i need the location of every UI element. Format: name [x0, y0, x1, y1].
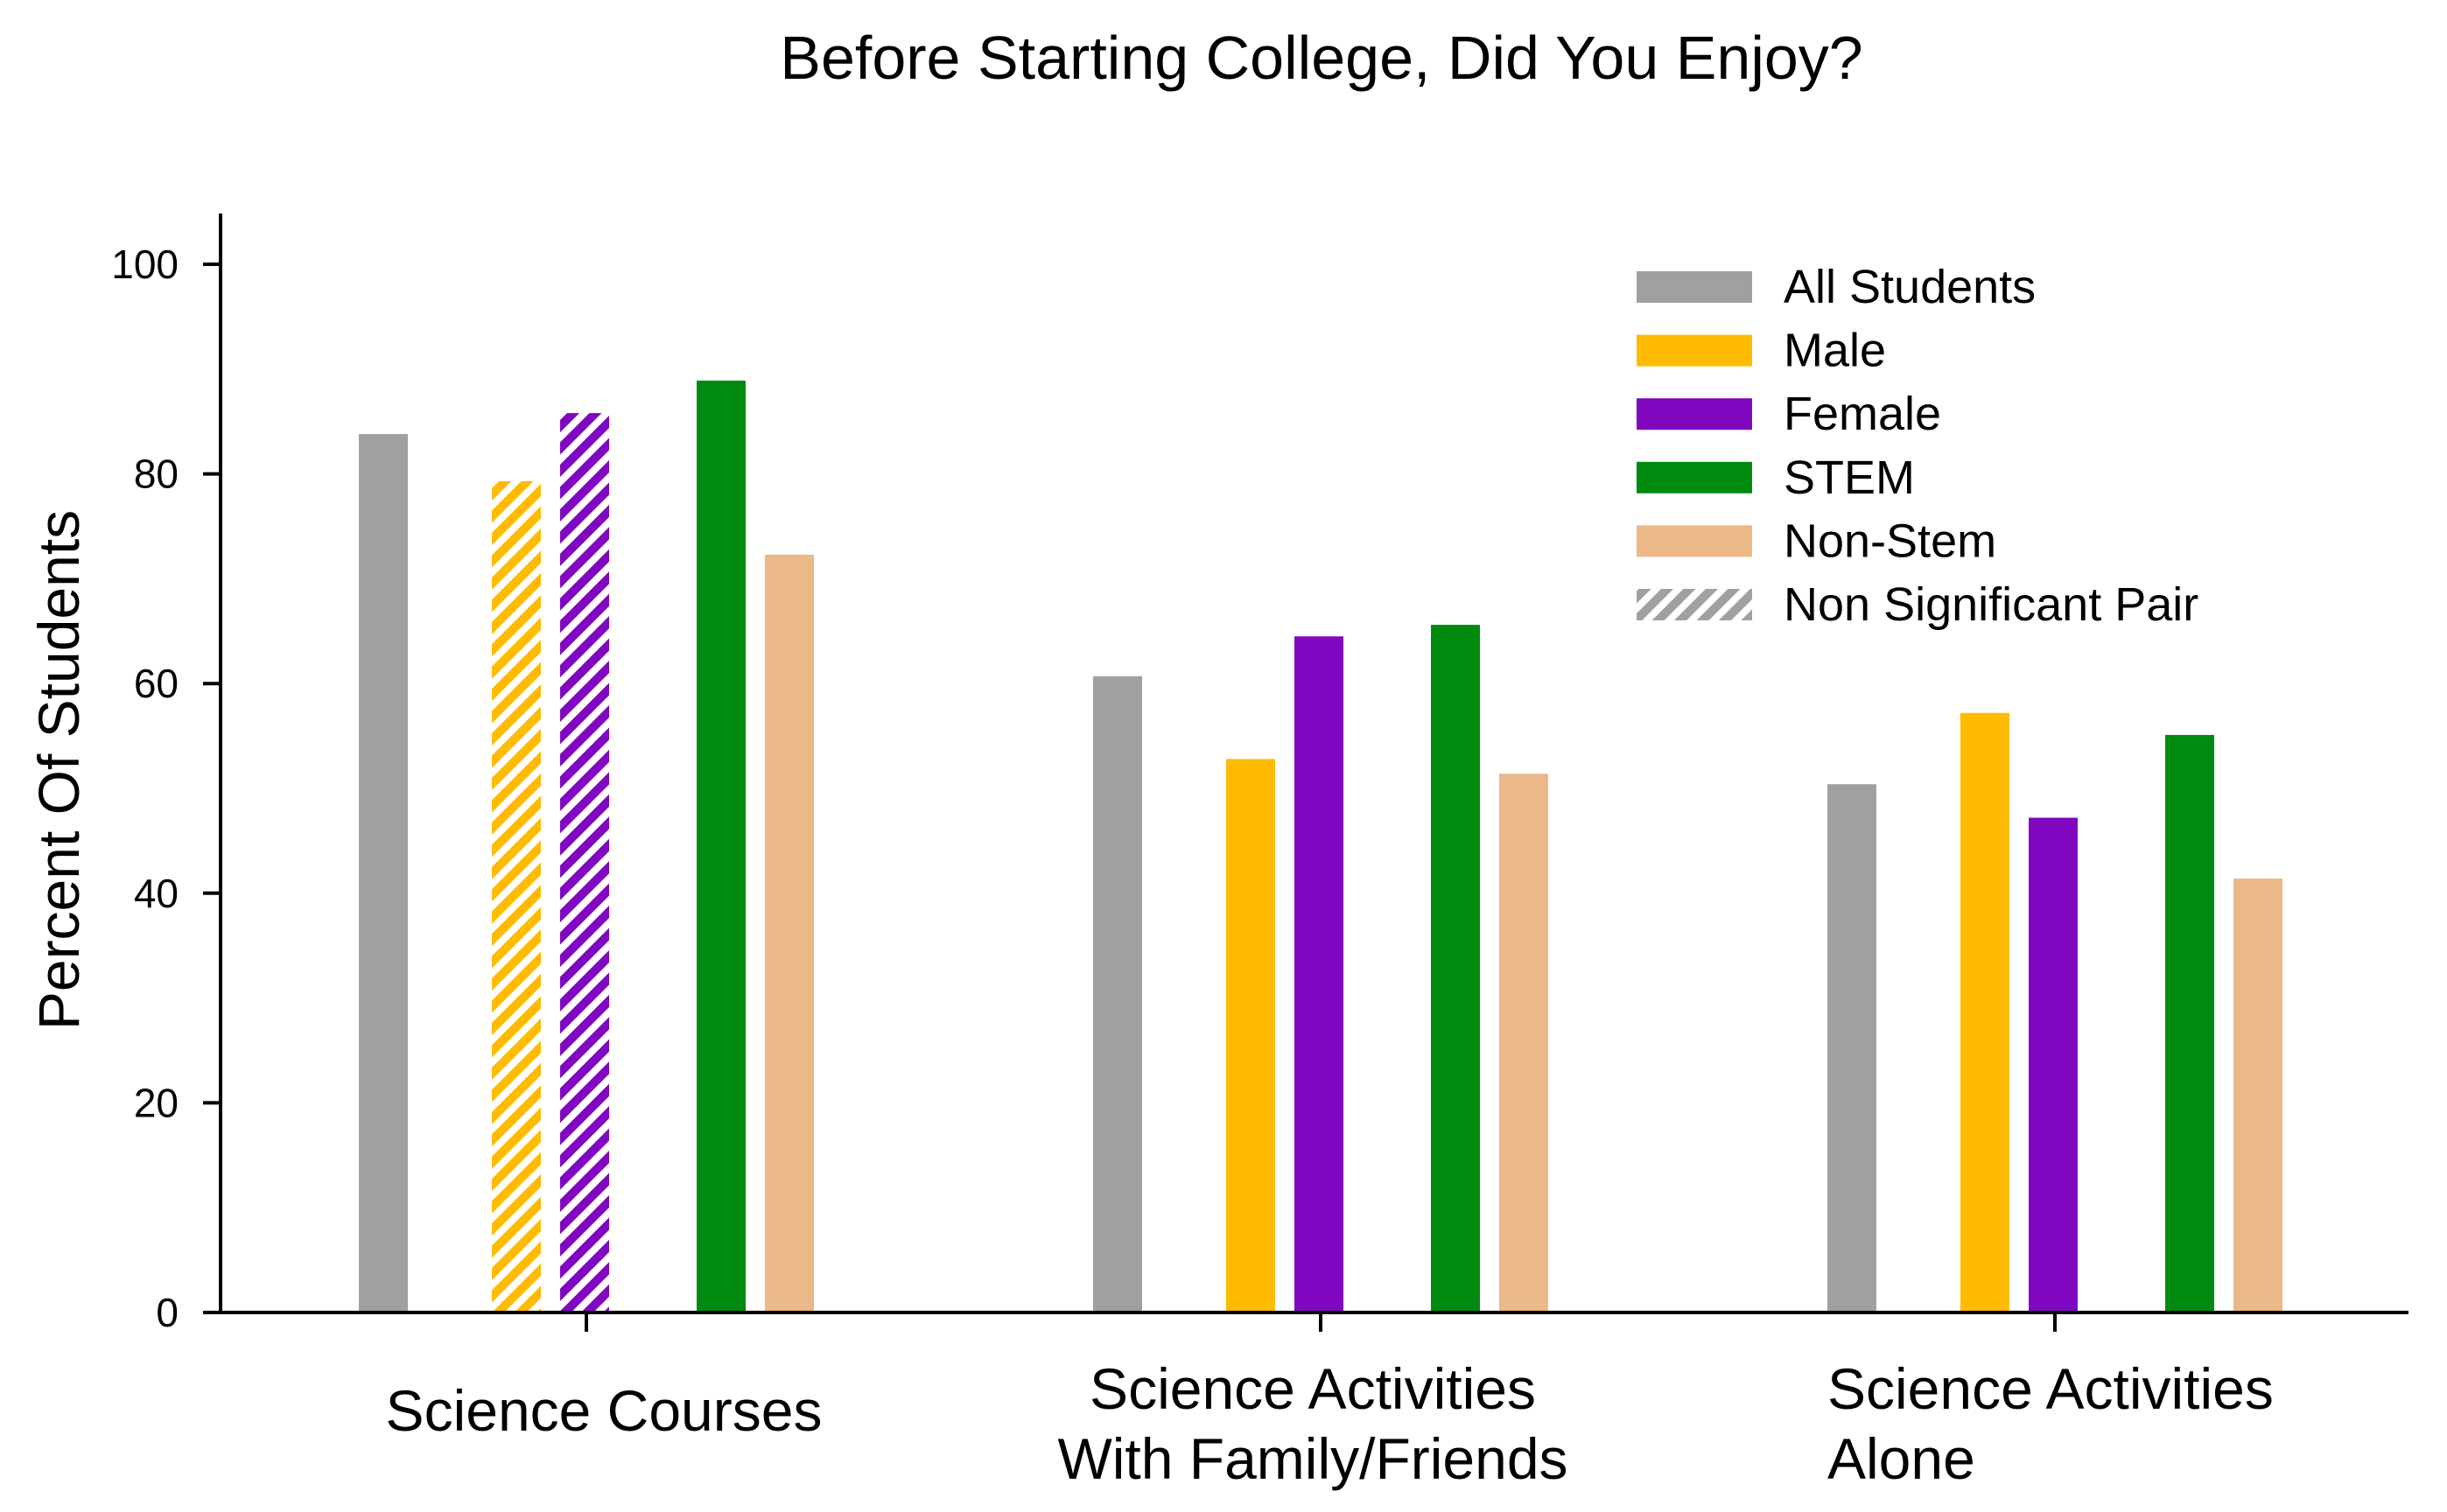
y-tick-label: 60: [134, 661, 179, 706]
legend-swatch-non-stem: [1637, 525, 1752, 557]
legend: All Students Male Female STEM Non-Stem Non Si…: [1637, 261, 2198, 631]
bars-group: [359, 380, 2282, 1313]
legend-swatch-male: [1637, 334, 1752, 367]
bar-non-stem-science-activities-with-family-friends: [1499, 774, 1548, 1312]
bar-stem-science-courses: [697, 380, 746, 1312]
bar-all-students-science-courses: [359, 434, 408, 1312]
bar-all-students-science-activities-with-family-friends: [1093, 676, 1142, 1312]
legend-label-stem: STEM: [1784, 452, 1915, 504]
legend-label-all-students: All Students: [1784, 261, 2036, 313]
legend-swatch-all-students: [1637, 271, 1752, 303]
bar-female-science-courses: [560, 413, 609, 1313]
x-tick-label: Science Activities: [1090, 1356, 1536, 1421]
legend-swatch-non-significant-pair: [1637, 589, 1752, 620]
y-tick-label: 40: [134, 871, 179, 916]
x-tick-label: Science Activities: [1827, 1356, 2274, 1421]
legend-label-female: Female: [1784, 388, 1941, 440]
legend-label-non-stem: Non-Stem: [1784, 514, 1996, 567]
y-tick-label: 100: [111, 242, 179, 287]
legend-label-non-significant-pair: Non Significant Pair: [1784, 578, 2198, 631]
bar-stem-science-activities-with-family-friends: [1431, 625, 1480, 1312]
axes-group: [219, 214, 2408, 1314]
bar-non-stem-science-courses: [765, 554, 814, 1312]
chart-title: Before Starting College, Did You Enjoy?: [780, 24, 1862, 92]
bar-female-science-activities-alone: [2029, 817, 2078, 1312]
bar-non-stem-science-activities-alone: [2233, 878, 2282, 1312]
legend-swatch-female: [1637, 398, 1752, 430]
y-tick-label: 20: [134, 1080, 179, 1125]
bar-all-students-science-activities-alone: [1827, 784, 1876, 1312]
bar-male-science-courses: [492, 480, 541, 1312]
x-tick-label: With Family/Friends: [1057, 1426, 1567, 1491]
x-tick-label: Science Courses: [386, 1378, 823, 1443]
y-tick-label: 80: [134, 452, 179, 497]
y-axis-label: Percent Of Students: [26, 510, 91, 1030]
x-tick-label: Alone: [1827, 1426, 1975, 1491]
y-tick-label: 0: [156, 1290, 179, 1335]
legend-swatch-stem: [1637, 461, 1752, 494]
bar-male-science-activities-alone: [1960, 712, 2009, 1312]
bar-male-science-activities-with-family-friends: [1226, 759, 1275, 1312]
y-ticks-group: 0 20 40 60 80 100: [111, 242, 221, 1335]
legend-label-male: Male: [1784, 325, 1886, 377]
bar-stem-science-activities-alone: [2165, 734, 2214, 1312]
bar-female-science-activities-with-family-friends: [1294, 636, 1343, 1312]
